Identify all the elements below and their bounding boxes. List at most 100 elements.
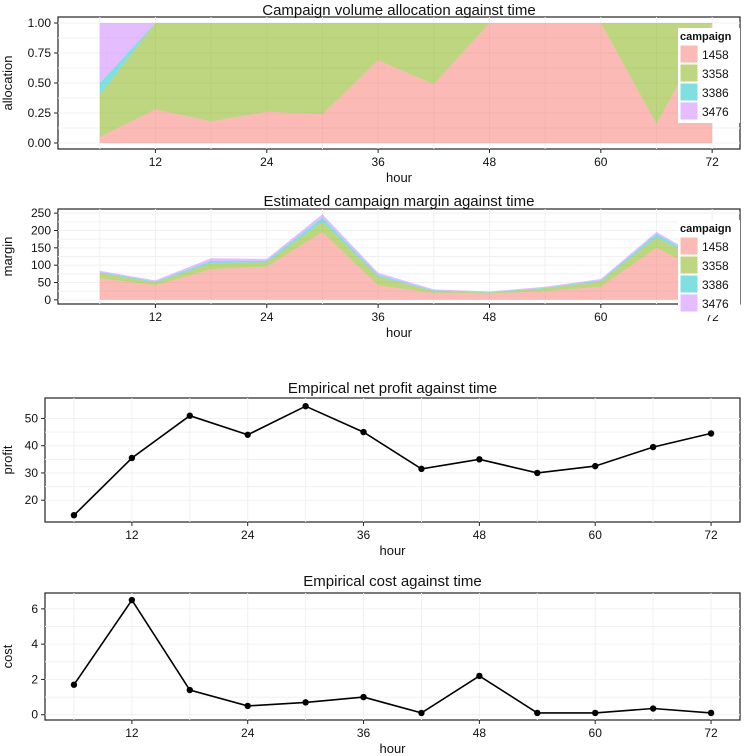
x-tick-label: 24 [241,726,255,740]
data-point [649,705,657,712]
data-point [244,702,251,710]
area-series-3358 [99,23,713,137]
data-point [418,465,425,473]
legend-label-3476: 3476 [702,105,729,119]
legend-swatch-3386 [679,82,699,102]
x-tick-label: 60 [594,155,608,169]
data-point [707,430,715,437]
y-tick-label: 6 [31,602,38,616]
y-tick-label: 0.00 [28,136,52,150]
data-point [476,456,483,463]
data-point [707,709,715,717]
data-line [73,405,712,516]
legend-swatch-1458 [679,236,699,256]
data-point [360,693,367,701]
legend-label-1458: 1458 [702,240,729,254]
y-tick-label: 50 [25,411,39,425]
x-tick-label: 48 [483,310,497,324]
x-tick-label: 24 [260,310,274,324]
legend: campaign 1458 3358 3386 3476 [678,28,740,123]
data-point [244,431,251,438]
y-tick-label: 20 [25,493,39,507]
legend-label-3358: 3358 [702,259,729,273]
x-tick-label: 36 [371,310,385,324]
data-point [592,709,599,717]
x-tick-label: 72 [705,155,719,169]
x-axis-label: hour [379,543,406,558]
legend-swatch-3358 [679,255,699,275]
area-series-1458 [99,232,713,300]
x-tick-label: 12 [125,726,139,740]
x-tick-label: 12 [149,310,163,324]
x-tick-label: 60 [589,726,603,740]
y-axis-label: profit [0,445,15,474]
x-tick-label: 36 [357,528,371,542]
x-tick-label: 48 [483,155,497,169]
y-tick-label: 250 [31,206,51,220]
chart-title: Empirical net profit against time [288,380,497,397]
plot-area [44,592,741,721]
legend-label-1458: 1458 [702,48,729,62]
y-tick-label: 4 [31,637,38,651]
data-point [302,402,309,410]
y-tick-label: 30 [25,466,39,480]
legend-swatch-3386 [679,274,699,294]
data-point [476,672,483,680]
chart-panel-1: 12 24 36 48 60 72 0.00 0.25 0.50 0.75 1.00 Campaign… [0,2,741,185]
chart-title: Estimated campaign margin against time [264,193,535,210]
legend-label-3358: 3358 [702,67,729,81]
legend-title: campaign [680,31,732,43]
x-tick-label: 48 [473,528,487,542]
data-point [302,699,309,706]
legend-title: campaign [680,223,732,235]
x-tick-label: 48 [473,726,487,740]
legend-label-3476: 3476 [702,297,729,311]
y-tick-label: 0.75 [28,46,52,60]
data-line [73,598,712,714]
data-point [128,454,136,462]
data-point [360,428,367,436]
data-point [70,681,78,688]
y-axis-label: margin [0,237,15,277]
y-tick-label: 40 [25,439,39,453]
x-tick-label: 36 [357,726,371,740]
data-point [534,709,541,717]
x-axis-label: hour [379,741,406,756]
legend-swatch-1458 [679,44,699,64]
y-tick-label: 0 [44,293,51,307]
x-tick-label: 60 [589,528,603,542]
legend-label-3386: 3386 [702,278,729,292]
x-tick-label: 60 [594,310,608,324]
y-tick-label: 0.50 [28,76,52,90]
legend-swatch-3358 [679,63,699,83]
data-point [186,686,193,694]
y-tick-label: 0 [31,708,38,722]
data-point [70,511,78,519]
chart-title: Campaign volume allocation against time [262,2,535,19]
y-tick-label: 200 [31,223,51,237]
x-tick-label: 24 [241,528,255,542]
y-axis-label: allocation [0,56,15,111]
x-tick-label: 36 [371,155,385,169]
data-point [592,462,599,470]
x-axis-label: hour [386,325,413,340]
y-tick-label: 1.00 [28,16,52,30]
x-tick-label: 12 [125,528,139,542]
x-tick-label: 72 [704,726,718,740]
legend: campaign 1458 3358 3386 3476 [678,220,740,315]
x-tick-label: 72 [704,528,718,542]
y-axis-label: cost [0,644,15,668]
area-series-1458 [99,23,713,143]
chart-panel-3: 12 24 36 48 60 72 20 30 40 50 Empirical net profit… [0,380,741,558]
plot-area [44,397,741,523]
data-point [534,469,541,477]
data-point [186,412,193,419]
x-tick-label: 12 [149,155,163,169]
data-point [649,443,657,451]
data-point [418,709,425,717]
chart-title: Empirical cost against time [303,573,481,590]
y-tick-label: 2 [31,672,38,686]
